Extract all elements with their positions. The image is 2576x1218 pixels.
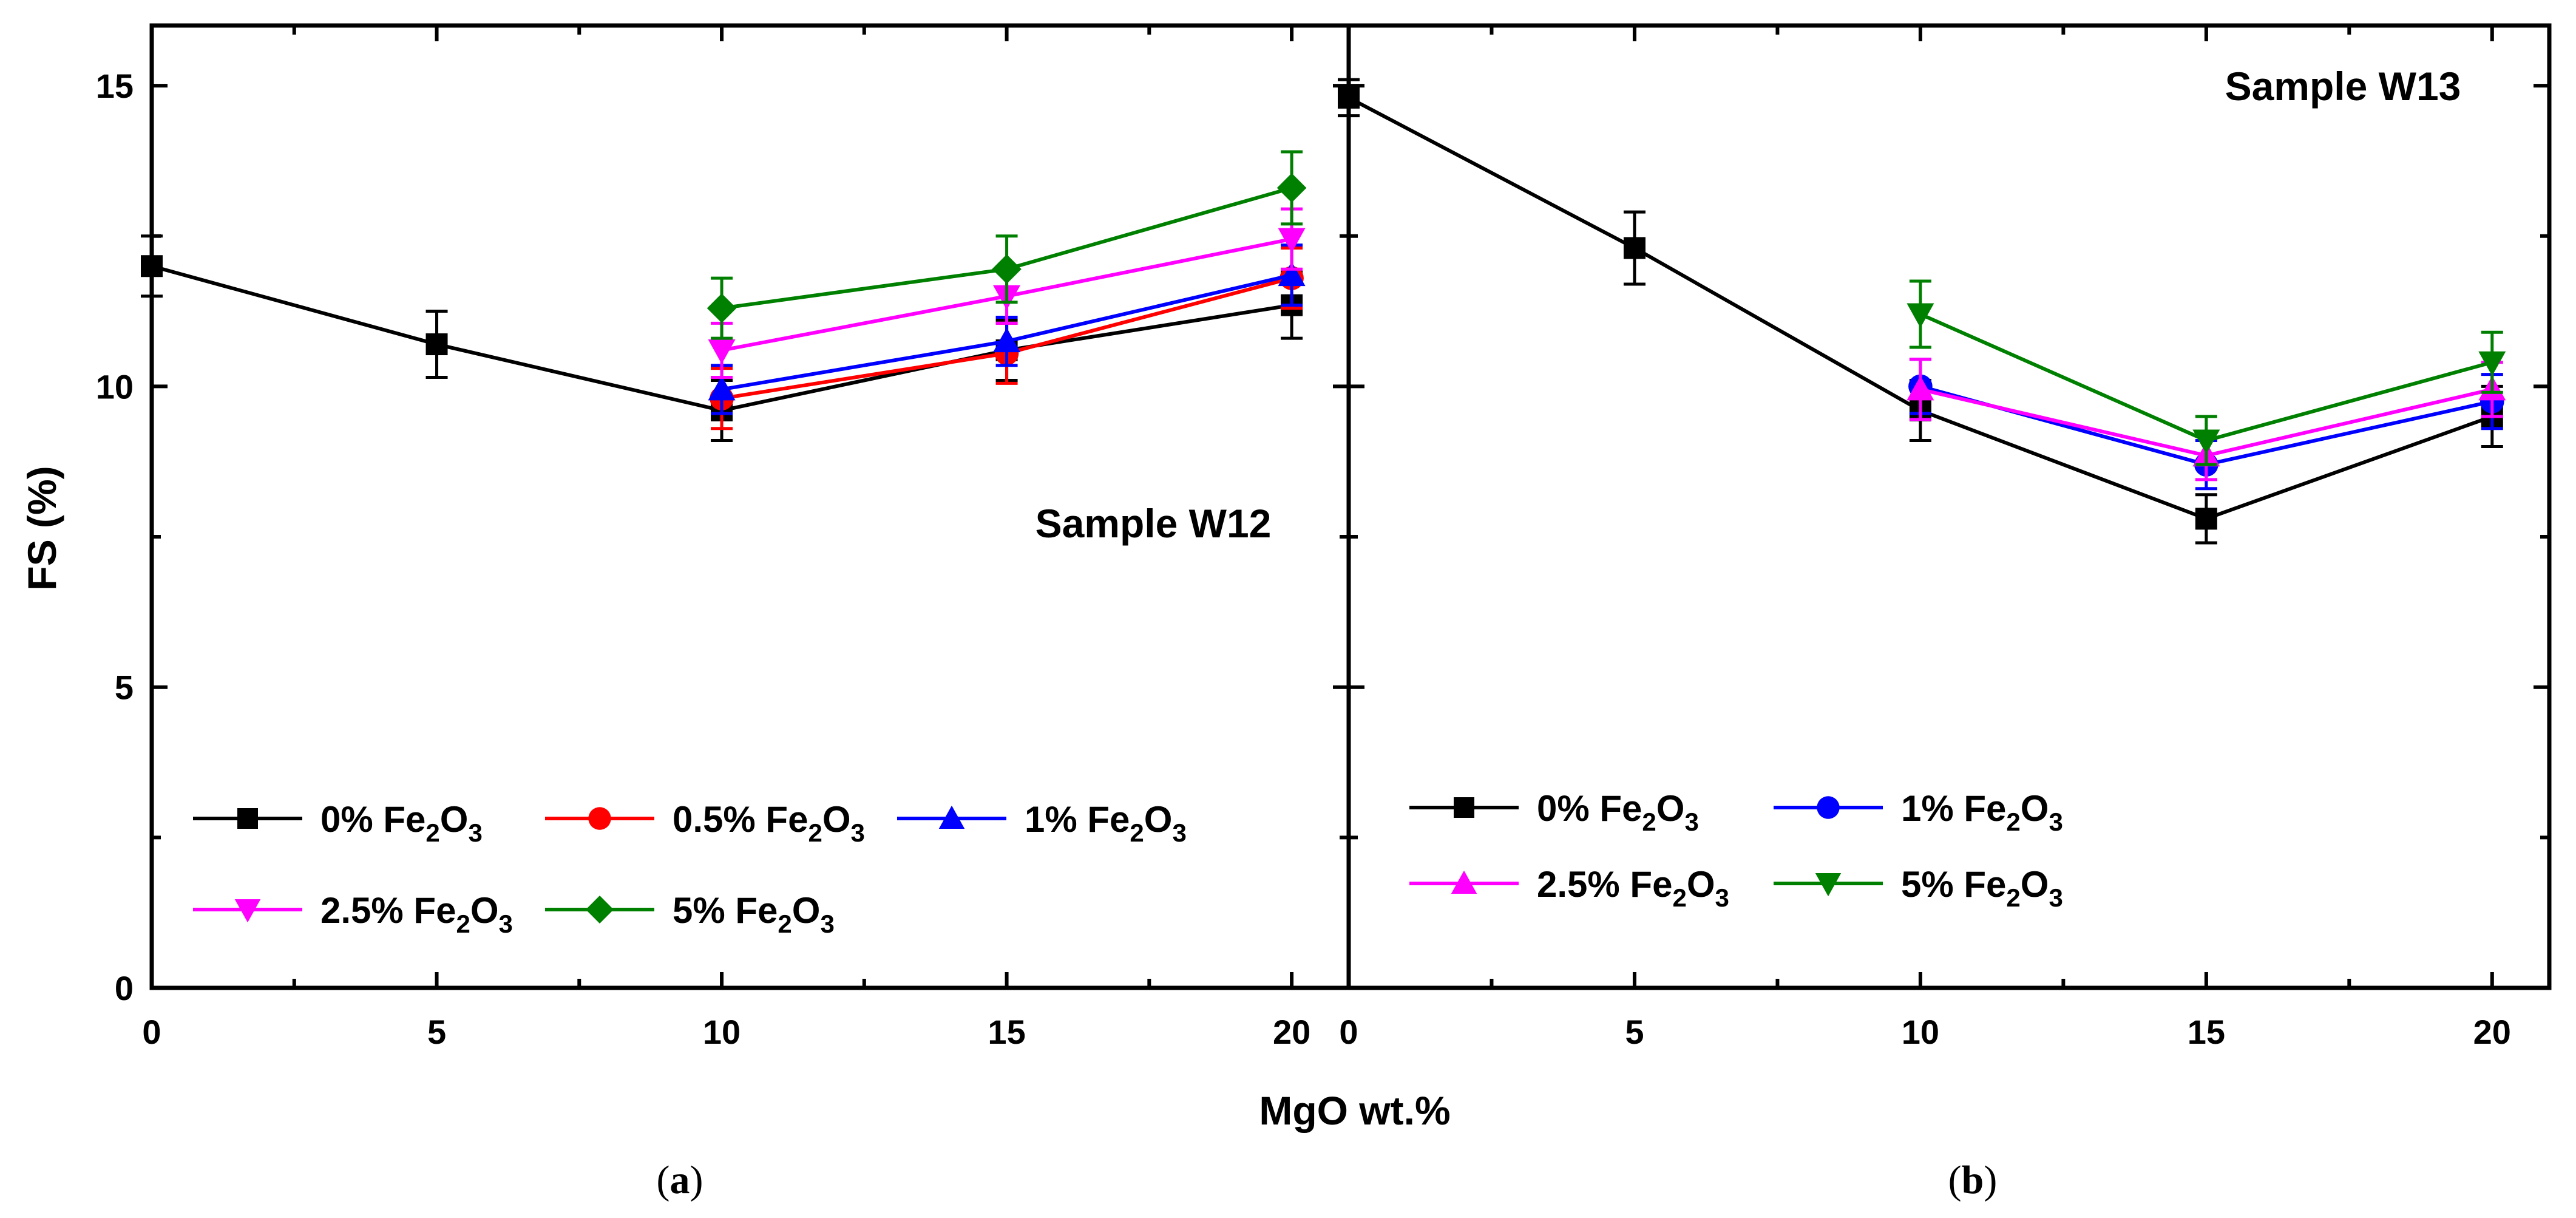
legend-item: 1% Fe2O3 — [1774, 788, 2063, 836]
legend-label: 0% Fe2O3 — [320, 799, 483, 847]
data-point — [707, 293, 737, 323]
caption-b: (b) — [1948, 1158, 1998, 1202]
data-point — [2192, 429, 2220, 455]
data-point — [992, 254, 1022, 284]
legend-label: 0.5% Fe2O3 — [673, 799, 865, 847]
annotation-a: Sample W12 — [1035, 501, 1272, 546]
x-tick-label-a: 20 — [1273, 1013, 1310, 1051]
y-tick-label: 0 — [115, 969, 134, 1007]
data-point — [1907, 303, 1934, 328]
caption-a-letter: a — [670, 1158, 690, 1202]
data-point — [1278, 261, 1306, 287]
x-tick-label-a: 0 — [142, 1013, 161, 1051]
legend-label: 1% Fe2O3 — [1901, 788, 2063, 836]
x-tick-label-a: 15 — [988, 1013, 1025, 1051]
x-tick-label-b: 20 — [2473, 1013, 2511, 1051]
legend-label: 2.5% Fe2O3 — [320, 890, 513, 938]
data-point — [708, 375, 736, 401]
x-tick-label-b: 0 — [1339, 1013, 1358, 1051]
data-point — [993, 327, 1021, 353]
x-tick-label-b: 10 — [1902, 1013, 1939, 1051]
legend-a: 0% Fe2O3 0.5% Fe2O3 1% Fe2O3 2.5% Fe2O3 5% F… — [193, 799, 1187, 938]
annotation-b: Sample W13 — [2225, 64, 2461, 109]
series-a-4 — [707, 150, 1307, 340]
x-tick-label-b: 5 — [1625, 1013, 1644, 1051]
x-axis-title: MgO wt.% — [1259, 1088, 1450, 1133]
data-point — [708, 339, 736, 364]
legend-marker — [938, 805, 965, 829]
x-tick-label-a: 10 — [703, 1013, 741, 1051]
data-point — [1623, 237, 1646, 259]
data-point — [2478, 351, 2506, 376]
x-tick-label-b: 15 — [2188, 1013, 2225, 1051]
data-point — [1276, 173, 1307, 203]
data-point — [1278, 228, 1306, 253]
series-a-2 — [708, 243, 1306, 415]
caption-b-letter: b — [1962, 1158, 1984, 1202]
legend-label: 5% Fe2O3 — [673, 890, 835, 938]
y-axis-title: FS (%) — [19, 466, 64, 590]
legend-marker — [1454, 797, 1474, 818]
legend-item: 0.5% Fe2O3 — [545, 799, 865, 847]
legend-marker — [1815, 873, 1842, 897]
data-point — [2195, 508, 2217, 530]
legend-item: 5% Fe2O3 — [1774, 864, 2063, 912]
legend-marker — [1817, 796, 1840, 819]
legend-label: 1% Fe2O3 — [1025, 799, 1187, 847]
panel-b: 0 5 10 15 20 Sample W13 0% Fe2O3 1% Fe2O3 2.5% F… — [1338, 23, 2552, 1051]
caption-a: (a) — [657, 1158, 703, 1202]
x-tick-label-a: 5 — [427, 1013, 446, 1051]
legend-item: 0% Fe2O3 — [1409, 788, 1699, 836]
legend-label: 2.5% Fe2O3 — [1537, 864, 1729, 912]
legend-label: 5% Fe2O3 — [1901, 864, 2063, 912]
legend-marker — [234, 899, 261, 923]
data-point — [1338, 86, 1360, 109]
legend-item: 5% Fe2O3 — [545, 890, 835, 938]
series-b-3 — [1907, 279, 2506, 466]
data-point — [1907, 375, 1934, 401]
legend-marker — [1451, 870, 1477, 894]
y-tick-label: 15 — [96, 67, 134, 105]
legend-marker — [237, 808, 258, 829]
legend-item: 2.5% Fe2O3 — [1409, 864, 1729, 912]
panel-a: 0 5 10 15 20 0 5 10 15 Sample W12 0% Fe2O3 0.5% Fe2… — [96, 23, 1351, 1051]
data-point — [425, 333, 448, 356]
legend-marker — [588, 807, 611, 830]
legend-item: 0% Fe2O3 — [193, 799, 483, 847]
y-tick-label: 5 — [115, 669, 134, 707]
legend-item: 1% Fe2O3 — [897, 799, 1187, 847]
plot-frame-b — [1346, 23, 2552, 990]
data-point — [141, 255, 163, 277]
legend-b: 0% Fe2O3 1% Fe2O3 2.5% Fe2O3 5% Fe2O3 — [1409, 788, 2063, 912]
y-tick-label: 10 — [96, 367, 134, 406]
legend-label: 0% Fe2O3 — [1537, 788, 1699, 836]
legend-marker — [586, 896, 614, 924]
legend-item: 2.5% Fe2O3 — [193, 890, 513, 938]
